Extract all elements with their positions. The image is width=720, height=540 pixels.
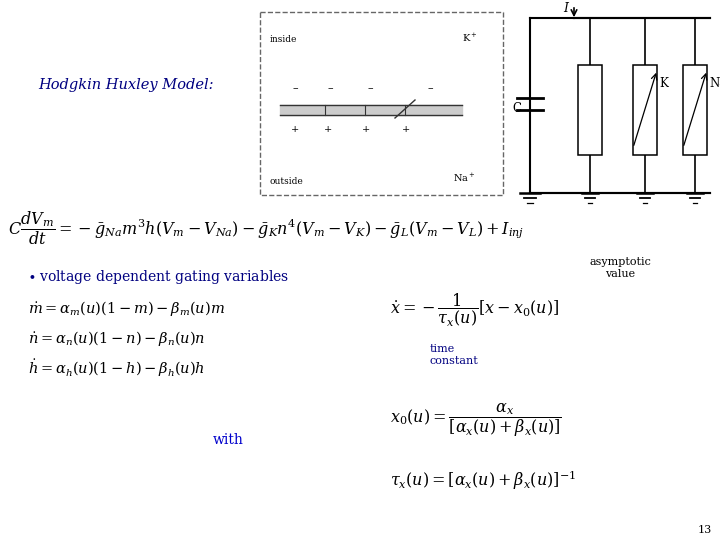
Text: outside: outside (270, 178, 304, 186)
Text: +: + (324, 125, 332, 134)
Text: +: + (402, 125, 410, 134)
Text: Na: Na (709, 77, 720, 90)
Text: Na$^+$: Na$^+$ (453, 172, 476, 184)
Bar (683, 65, 707, 155)
Text: $C\dfrac{dV_m}{dt}=-\bar{g}_{Na}m^3h(V_m-V_{Na})-\bar{g}_Kn^4(V_m-V_K)-\bar{g}_L: $C\dfrac{dV_m}{dt}=-\bar{g}_{Na}m^3h(V_m… (8, 209, 524, 247)
Text: +: + (362, 125, 370, 134)
Text: $\tau_x(u)=[\alpha_x(u)+\beta_x(u)]^{-1}$: $\tau_x(u)=[\alpha_x(u)+\beta_x(u)]^{-1}… (390, 468, 576, 492)
Text: –: – (292, 83, 298, 93)
Bar (578, 65, 602, 155)
Text: with: with (212, 433, 243, 447)
Text: $\dot{h}=\alpha_h(u)(1-h)-\beta_h(u)h$: $\dot{h}=\alpha_h(u)(1-h)-\beta_h(u)h$ (28, 357, 205, 379)
Text: $I$: $I$ (562, 1, 570, 15)
Text: –: – (327, 83, 333, 93)
Text: R: R (582, 77, 591, 90)
Text: C: C (512, 102, 521, 114)
Text: time
constant: time constant (430, 344, 479, 366)
Text: asymptotic
value: asymptotic value (589, 257, 651, 279)
Bar (633, 65, 657, 155)
Text: $\bullet$ voltage dependent gating variables: $\bullet$ voltage dependent gating varia… (28, 268, 289, 286)
Text: $\dot{n}=\alpha_n(u)(1-n)-\beta_n(u)n$: $\dot{n}=\alpha_n(u)(1-n)-\beta_n(u)n$ (28, 328, 205, 348)
Text: K$^+$: K$^+$ (462, 32, 477, 44)
Text: +: + (291, 125, 299, 134)
Text: K: K (659, 77, 668, 90)
Text: inside: inside (270, 36, 297, 44)
Text: –: – (367, 83, 373, 93)
Text: $x_0(u)=\dfrac{\alpha_x}{[\alpha_x(u)+\beta_x(u)]}$: $x_0(u)=\dfrac{\alpha_x}{[\alpha_x(u)+\b… (390, 401, 562, 439)
Text: $\dot{m}=\alpha_m(u)(1-m)-\beta_m(u)m$: $\dot{m}=\alpha_m(u)(1-m)-\beta_m(u)m$ (28, 299, 225, 318)
Text: –: – (427, 83, 433, 93)
Text: $\dot{x}=-\dfrac{1}{\tau_x(u)}[x-x_0(u)]$: $\dot{x}=-\dfrac{1}{\tau_x(u)}[x-x_0(u)]… (390, 291, 559, 329)
Text: 13: 13 (698, 525, 712, 535)
Text: Hodgkin Huxley Model:: Hodgkin Huxley Model: (38, 78, 214, 92)
